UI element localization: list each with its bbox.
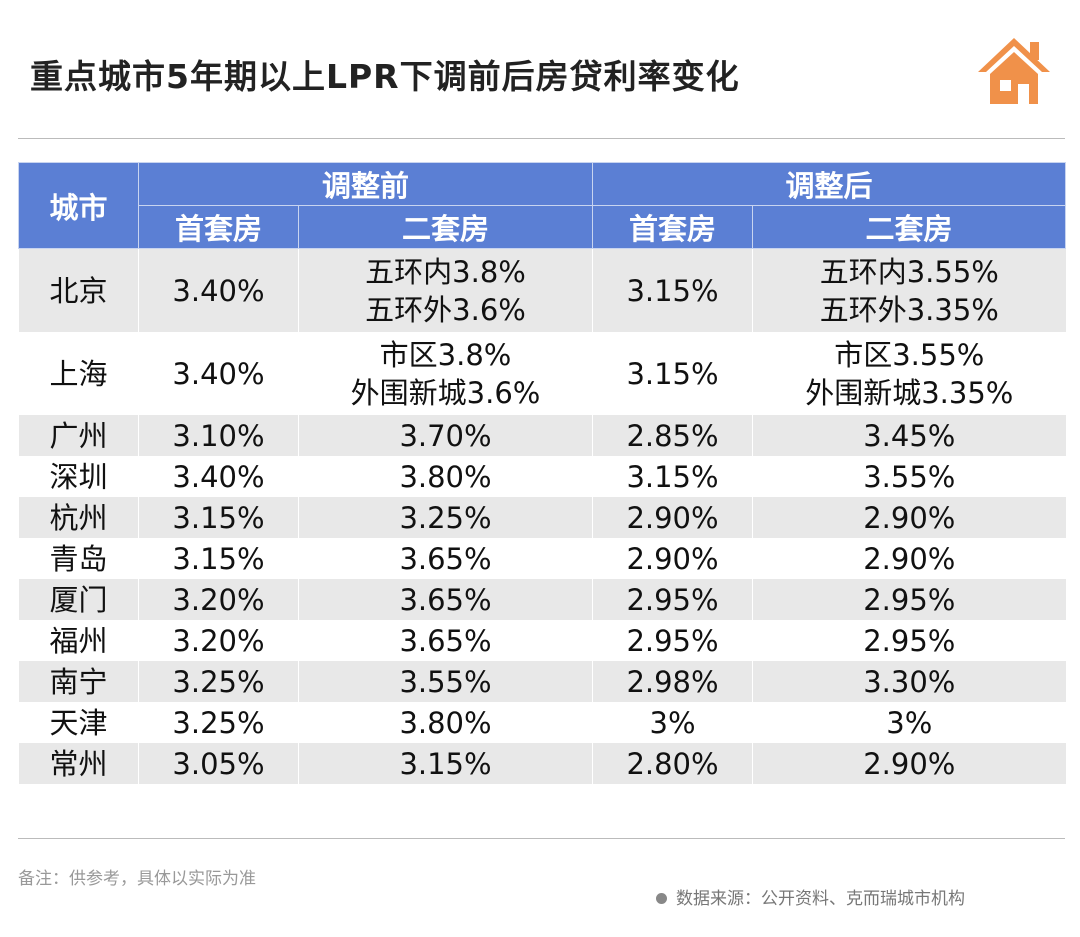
header-before: 调整前	[137, 162, 594, 206]
city-cell: 北京	[18, 248, 139, 332]
rate-cell: 3.15%	[138, 538, 299, 579]
rate-cell: 3.45%	[752, 415, 1066, 456]
rate-cell: 市区3.55% 外围新城3.35%	[752, 332, 1066, 415]
source: 数据来源：公开资料、克而瑞城市机构	[656, 884, 965, 909]
rate-cell: 3.15%	[297, 743, 593, 784]
rate-cell: 3.40%	[138, 332, 299, 415]
table-row: 福州 3.20% 3.65% 2.95% 2.95%	[18, 620, 1066, 661]
rate-cell: 3.55%	[297, 661, 593, 702]
city-cell: 广州	[18, 415, 139, 456]
rate-cell: 3.80%	[297, 456, 593, 497]
table-row: 常州 3.05% 3.15% 2.80% 2.90%	[18, 743, 1066, 784]
rate-cell: 3.05%	[138, 743, 299, 784]
header-second: 二套房	[752, 205, 1067, 249]
rate-cell: 2.90%	[752, 497, 1066, 538]
rate-cell: 3.55%	[752, 456, 1066, 497]
rate-cell: 2.90%	[752, 538, 1066, 579]
footnote: 备注：供参考，具体以实际为准	[18, 869, 256, 889]
rate-cell: 2.95%	[752, 620, 1066, 661]
divider	[18, 838, 1065, 839]
table-row: 北京 3.40% 五环内3.8% 五环外3.6% 3.15% 五环内3.55% 五环外3…	[18, 248, 1066, 332]
rate-cell: 3%	[752, 702, 1066, 743]
city-cell: 杭州	[18, 497, 139, 538]
rate-cell: 3.30%	[752, 661, 1066, 702]
rate-cell: 3%	[592, 702, 753, 743]
house-icon	[978, 38, 1050, 104]
rate-cell: 3.25%	[138, 661, 299, 702]
rate-cell: 3.10%	[138, 415, 299, 456]
city-cell: 常州	[18, 743, 139, 784]
header-after: 调整后	[592, 162, 1067, 206]
table-row: 厦门 3.20% 3.65% 2.95% 2.95%	[18, 579, 1066, 620]
rate-cell: 五环内3.55% 五环外3.35%	[752, 248, 1066, 332]
rate-cell: 2.85%	[592, 415, 753, 456]
rate-table: 城市 调整前 调整后 首套房 二套房 首套房 二套房 北京 3.40% 五环内3.8…	[18, 162, 1067, 784]
table-row: 上海 3.40% 市区3.8% 外围新城3.6% 3.15% 市区3.55% 外围新城3…	[18, 332, 1066, 415]
city-cell: 深圳	[18, 456, 139, 497]
rate-cell: 2.95%	[752, 579, 1066, 620]
rate-cell: 3.20%	[138, 620, 299, 661]
rate-cell: 3.15%	[138, 497, 299, 538]
city-cell: 天津	[18, 702, 139, 743]
city-cell: 上海	[18, 332, 139, 415]
table-row: 杭州 3.15% 3.25% 2.90% 2.90%	[18, 497, 1066, 538]
rate-cell: 3.40%	[138, 248, 299, 332]
rate-cell: 2.90%	[592, 538, 753, 579]
table-row: 青岛 3.15% 3.65% 2.90% 2.90%	[18, 538, 1066, 579]
rate-cell: 3.15%	[592, 332, 753, 415]
rate-cell: 3.65%	[297, 538, 593, 579]
bullet-icon	[656, 893, 667, 904]
table-row: 天津 3.25% 3.80% 3% 3%	[18, 702, 1066, 743]
rate-cell: 3.25%	[297, 497, 593, 538]
rate-cell: 3.20%	[138, 579, 299, 620]
rate-cell: 3.65%	[297, 620, 593, 661]
city-cell: 南宁	[18, 661, 139, 702]
rate-cell: 3.15%	[592, 248, 753, 332]
city-cell: 厦门	[18, 579, 139, 620]
rate-cell: 3.25%	[138, 702, 299, 743]
rate-cell: 3.80%	[297, 702, 593, 743]
rate-cell: 2.90%	[752, 743, 1066, 784]
rate-cell: 2.90%	[592, 497, 753, 538]
table-row: 广州 3.10% 3.70% 2.85% 3.45%	[18, 415, 1066, 456]
page-title: 重点城市5年期以上LPR下调前后房贷利率变化	[30, 57, 740, 96]
rate-cell: 3.15%	[592, 456, 753, 497]
table-row: 南宁 3.25% 3.55% 2.98% 3.30%	[18, 661, 1066, 702]
rate-cell: 3.40%	[138, 456, 299, 497]
rate-cell: 3.65%	[297, 579, 593, 620]
city-cell: 青岛	[18, 538, 139, 579]
rate-cell: 2.80%	[592, 743, 753, 784]
city-cell: 福州	[18, 620, 139, 661]
source-text: 数据来源：公开资料、克而瑞城市机构	[676, 889, 965, 909]
table-row: 深圳 3.40% 3.80% 3.15% 3.55%	[18, 456, 1066, 497]
header-city: 城市	[18, 162, 139, 249]
rate-cell: 3.70%	[297, 415, 593, 456]
rate-cell: 市区3.8% 外围新城3.6%	[297, 332, 593, 415]
rate-cell: 2.98%	[592, 661, 753, 702]
rate-cell: 2.95%	[592, 620, 753, 661]
header-first: 首套房	[592, 205, 754, 249]
header-first: 首套房	[138, 205, 299, 249]
rate-cell: 五环内3.8% 五环外3.6%	[297, 248, 593, 332]
divider	[18, 138, 1065, 139]
rate-cell: 2.95%	[592, 579, 753, 620]
header-second: 二套房	[297, 205, 594, 249]
